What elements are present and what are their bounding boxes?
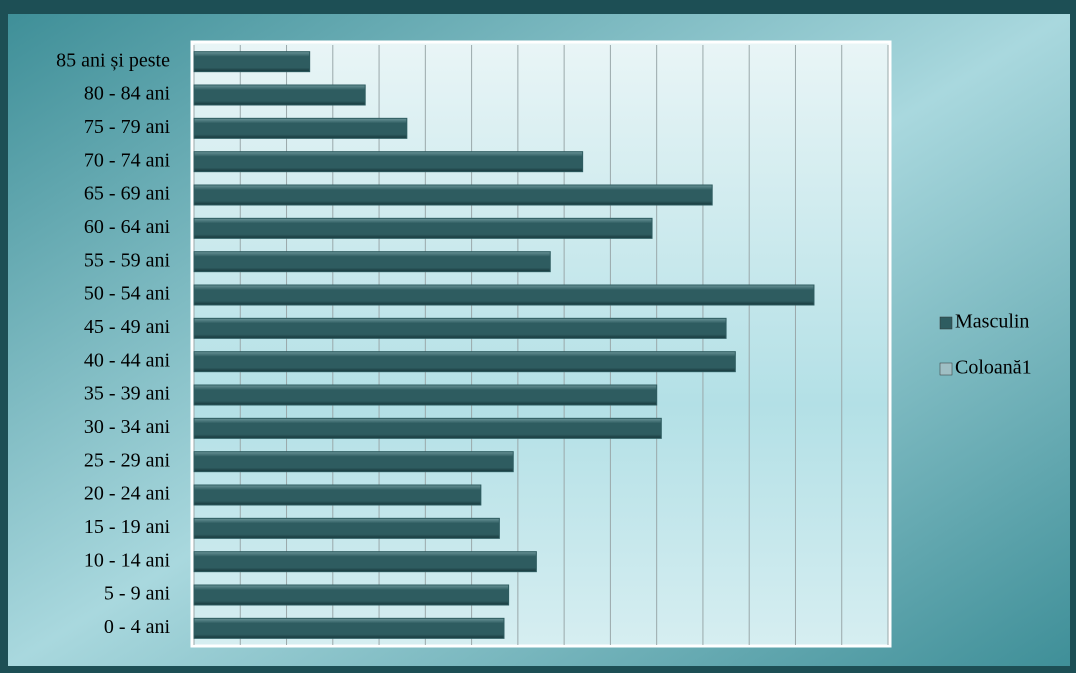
plot-area bbox=[190, 40, 892, 648]
bar bbox=[193, 184, 713, 206]
bar bbox=[193, 251, 551, 273]
legend-swatch bbox=[939, 316, 953, 330]
bar bbox=[193, 517, 500, 539]
bar bbox=[193, 484, 482, 506]
y-tick-label: 40 - 44 ani bbox=[84, 349, 171, 371]
y-tick-label: 15 - 19 ani bbox=[84, 516, 171, 538]
legend-label: Masculin bbox=[955, 311, 1029, 333]
y-tick-label: 5 - 9 ani bbox=[104, 583, 171, 605]
y-tick-label: 35 - 39 ani bbox=[84, 383, 171, 405]
y-tick-label: 65 - 69 ani bbox=[84, 183, 171, 205]
bar bbox=[193, 584, 510, 606]
bar bbox=[193, 84, 366, 106]
y-tick-label: 25 - 29 ani bbox=[84, 449, 171, 471]
bar bbox=[193, 151, 584, 173]
bar bbox=[193, 51, 311, 73]
y-tick-label: 30 - 34 ani bbox=[84, 416, 171, 438]
bar bbox=[193, 351, 736, 373]
y-tick-label: 80 - 84 ani bbox=[84, 83, 171, 105]
y-tick-label: 75 - 79 ani bbox=[84, 116, 171, 138]
y-tick-label: 0 - 4 ani bbox=[104, 616, 171, 638]
y-tick-label: 10 - 14 ani bbox=[84, 549, 171, 571]
bar bbox=[193, 284, 815, 306]
bar bbox=[193, 117, 408, 139]
y-tick-label: 55 - 59 ani bbox=[84, 249, 171, 271]
y-tick-label: 50 - 54 ani bbox=[84, 283, 171, 305]
y-tick-label: 45 - 49 ani bbox=[84, 316, 171, 338]
bar bbox=[193, 384, 658, 406]
bar bbox=[193, 451, 514, 473]
bar bbox=[193, 417, 662, 439]
legend-label: Coloană1 bbox=[955, 357, 1032, 379]
y-tick-label: 85 ani și peste bbox=[56, 49, 170, 71]
y-tick-label: 20 - 24 ani bbox=[84, 483, 171, 505]
bar bbox=[193, 617, 505, 639]
bar bbox=[193, 317, 727, 339]
bar bbox=[193, 217, 653, 239]
bar bbox=[193, 551, 537, 573]
y-tick-label: 60 - 64 ani bbox=[84, 216, 171, 238]
y-tick-label: 70 - 74 ani bbox=[84, 149, 171, 171]
legend-swatch bbox=[939, 362, 953, 376]
